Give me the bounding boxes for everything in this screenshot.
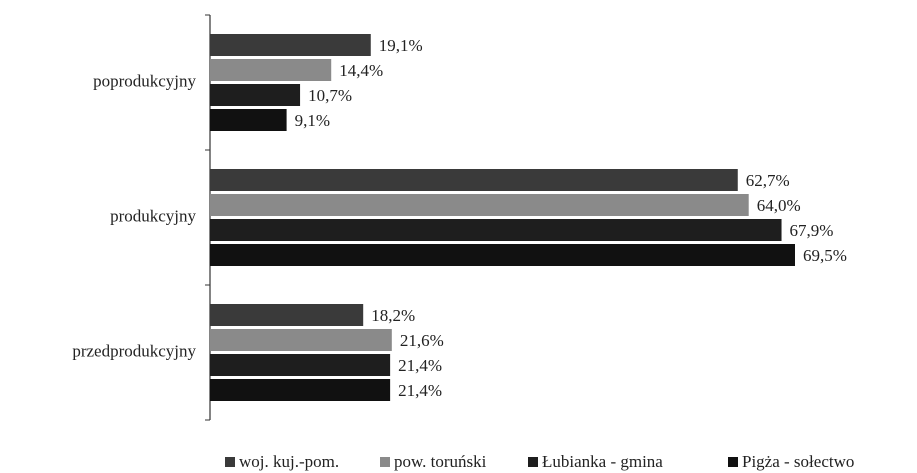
value-label: 21,4% (398, 356, 442, 375)
bar (210, 34, 371, 56)
category-label: poprodukcyjny (93, 71, 196, 90)
legend-label: Pigża - sołectwo (742, 452, 854, 471)
bar (210, 194, 749, 216)
legend-label: woj. kuj.-pom. (239, 452, 339, 471)
value-label: 67,9% (790, 221, 834, 240)
category-label: produkcyjny (110, 206, 196, 225)
legend-swatch (225, 457, 235, 467)
value-label: 9,1% (295, 111, 330, 130)
value-label: 10,7% (308, 86, 352, 105)
value-label: 64,0% (757, 196, 801, 215)
value-label: 14,4% (339, 61, 383, 80)
value-label: 21,6% (400, 331, 444, 350)
value-label: 19,1% (379, 36, 423, 55)
bar (210, 304, 364, 326)
value-label: 21,4% (398, 381, 442, 400)
value-label: 69,5% (803, 246, 847, 265)
legend-label: Łubianka - gmina (542, 452, 663, 471)
bar (210, 354, 391, 376)
legend-swatch (380, 457, 390, 467)
value-label: 62,7% (746, 171, 790, 190)
legend-label: pow. toruński (394, 452, 487, 471)
legend-swatch (528, 457, 538, 467)
bar (210, 84, 301, 106)
bar (210, 219, 782, 241)
bar (210, 109, 287, 131)
bar (210, 244, 795, 266)
bar (210, 379, 391, 401)
bar (210, 329, 392, 351)
bar (210, 59, 332, 81)
value-label: 18,2% (371, 306, 415, 325)
bar (210, 169, 738, 191)
legend-swatch (728, 457, 738, 467)
category-label: przedprodukcyjny (72, 341, 196, 360)
